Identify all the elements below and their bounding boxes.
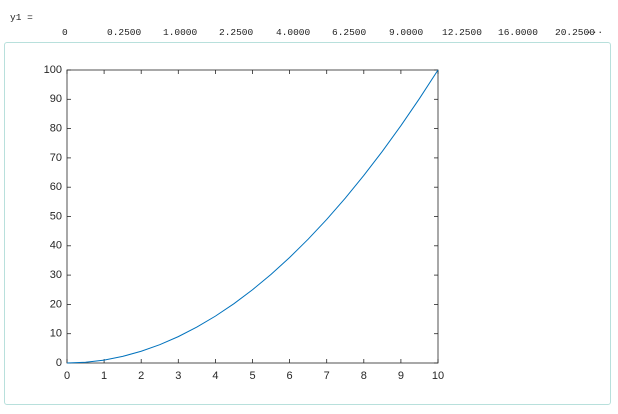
- x-tick-label: 2: [138, 370, 144, 382]
- output-value: 4.0000: [276, 27, 311, 38]
- x-tick-label: 4: [212, 370, 218, 382]
- data-line: [66, 69, 439, 364]
- y-tick-label: 70: [50, 152, 62, 164]
- output-value: 0: [62, 27, 68, 38]
- x-tick-label: 8: [361, 370, 367, 382]
- y-tick-label: 100: [44, 64, 62, 76]
- output-value: 9.0000: [389, 27, 424, 38]
- y-tick-label: 20: [50, 298, 62, 310]
- y-tick-label: 0: [56, 357, 62, 369]
- output-value: 16.0000: [498, 27, 538, 38]
- output-value: 12.2500: [442, 27, 482, 38]
- y-tick-label: 80: [50, 123, 62, 135]
- x-tick-label: 10: [432, 370, 444, 382]
- output-value: 6.2500: [332, 27, 367, 38]
- output-value: 0.2500: [107, 27, 142, 38]
- x-tick-label: 1: [101, 370, 107, 382]
- output-value: 1.0000: [163, 27, 198, 38]
- y-tick-label: 50: [50, 210, 62, 222]
- x-tick-label: 5: [249, 370, 255, 382]
- y-tick-label: 30: [50, 269, 62, 281]
- x-tick-label: 3: [175, 370, 181, 382]
- y-tick-label: 60: [50, 181, 62, 193]
- axes-box: [66, 69, 439, 364]
- command-output: y1 = 0 0.2500 1.0000 2.2500 4.0000 6.2500 9.00…: [0, 0, 618, 42]
- x-tick-label: 7: [324, 370, 330, 382]
- y-tick-label: 40: [50, 240, 62, 252]
- x-tick-label: 6: [287, 370, 293, 382]
- output-ellipsis: ···: [586, 27, 604, 38]
- x-tick-label: 9: [398, 370, 404, 382]
- output-value: 20.2500: [555, 27, 595, 38]
- output-value: 2.2500: [219, 27, 254, 38]
- figure-panel: [4, 42, 611, 405]
- x-tick-label: 0: [64, 370, 70, 382]
- variable-name: y1 =: [10, 12, 33, 23]
- y-tick-label: 90: [50, 93, 62, 105]
- y-tick-label: 10: [50, 328, 62, 340]
